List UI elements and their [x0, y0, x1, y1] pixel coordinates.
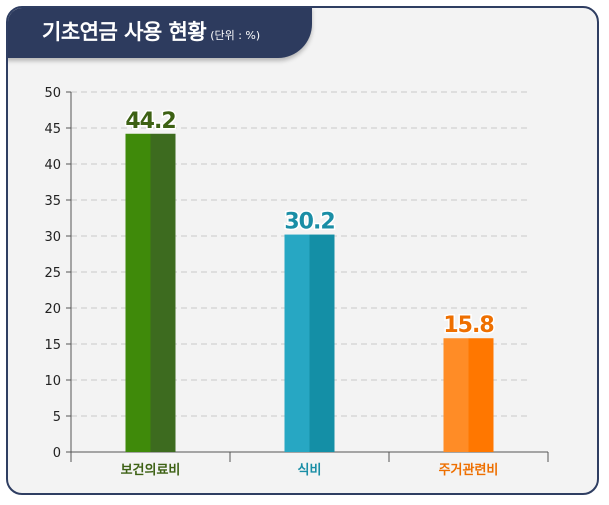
title-banner: 기초연금 사용 현황 (단위 : %) [8, 8, 312, 58]
data-label-3: 15.8 [443, 313, 493, 338]
data-label-1: 44.2 [125, 109, 175, 134]
category-label-3: 주거관련비 [439, 462, 499, 478]
bar-2-light [284, 234, 310, 452]
bar-3-light [443, 338, 469, 452]
chart-title: 기초연금 사용 현황 (단위 : %) [42, 16, 260, 46]
y-tick-label: 40 [44, 158, 61, 173]
y-tick-label: 0 [53, 446, 61, 461]
category-label-1: 보건의료비 [121, 462, 181, 478]
y-tick-label: 15 [44, 338, 61, 353]
bar-2-dark [309, 234, 335, 452]
y-tick-label: 5 [53, 410, 61, 425]
chart-unit: (단위 : %) [210, 29, 261, 42]
y-tick-label: 50 [44, 86, 61, 101]
y-tick-label: 25 [44, 266, 61, 281]
y-tick-label: 20 [44, 302, 61, 317]
y-tick-label: 30 [44, 230, 61, 245]
bar-1-dark [150, 133, 176, 452]
category-label-2: 식비 [298, 462, 322, 478]
data-label-2: 30.2 [284, 210, 334, 235]
bar-1-light [125, 133, 151, 452]
y-tick-label: 35 [44, 194, 61, 209]
y-tick-label: 10 [44, 374, 61, 389]
bar-3-dark [468, 338, 494, 452]
y-tick-label: 45 [44, 122, 61, 137]
chart-title-text: 기초연금 사용 현황 [42, 20, 207, 44]
